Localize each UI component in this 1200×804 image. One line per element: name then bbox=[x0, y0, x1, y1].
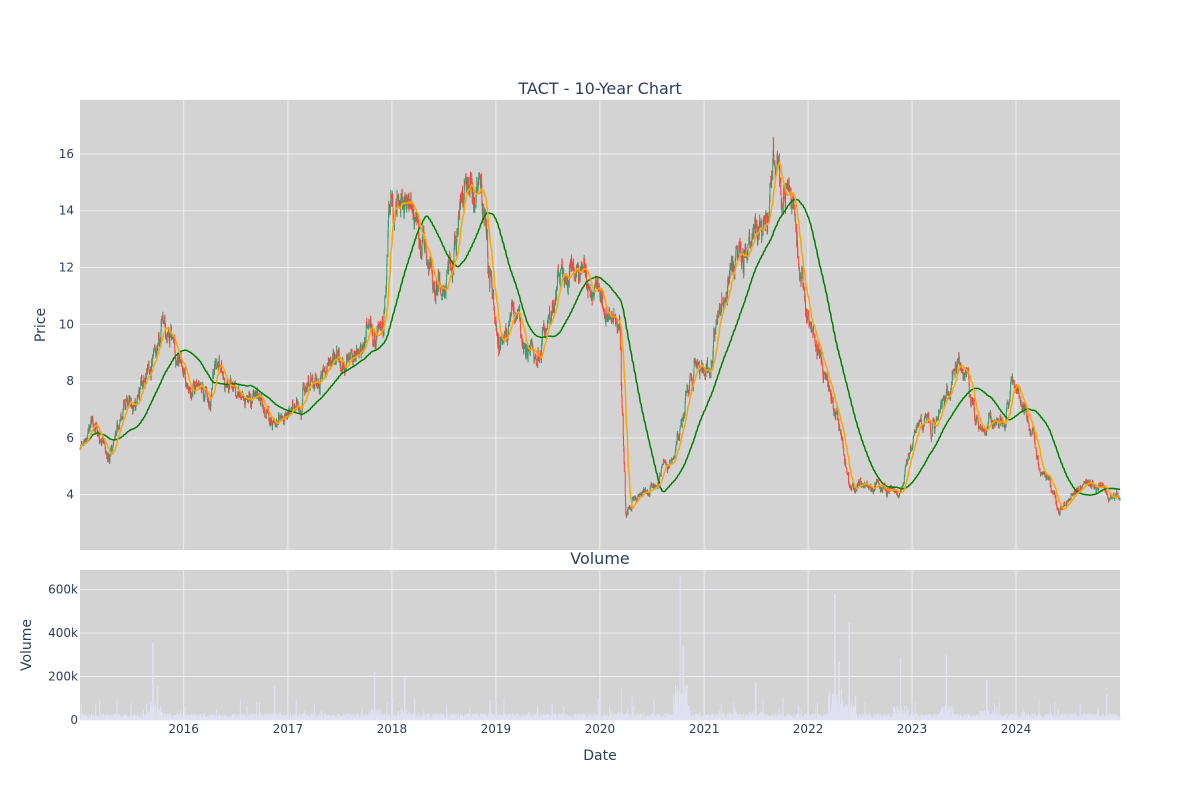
price-chart-title: TACT - 10-Year Chart bbox=[517, 79, 681, 98]
price-y-tick-label: 4 bbox=[66, 488, 74, 502]
price-y-tick-label: 14 bbox=[59, 204, 74, 218]
price-y-tick-label: 10 bbox=[59, 317, 74, 331]
price-y-tick-label: 16 bbox=[59, 147, 74, 161]
price-y-axis-title: Price bbox=[33, 308, 49, 342]
price-y-tick-label: 6 bbox=[66, 431, 74, 445]
price-y-tick-label: 8 bbox=[66, 374, 74, 388]
price-y-tick-label: 12 bbox=[59, 261, 74, 275]
